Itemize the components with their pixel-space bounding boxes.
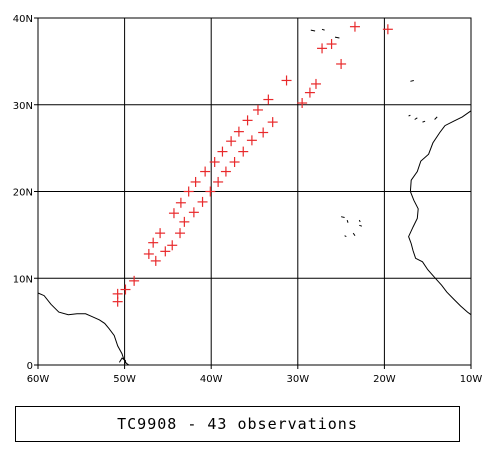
x-tick-label: 20W: [373, 374, 396, 385]
map-plot: 60W 50W 40W 30W 20W 10W 0 10N 20N 30N 40N: [13, 14, 483, 385]
caption-text: TC9908 - 43 observations: [117, 415, 358, 433]
observation-marker: [233, 126, 244, 137]
observation-marker: [229, 157, 240, 168]
observation-marker: [179, 216, 190, 227]
observation-marker: [317, 43, 328, 54]
island-azores: [321, 28, 325, 31]
y-tick-label: 0: [27, 361, 33, 372]
observation-marker: [129, 275, 140, 286]
island-cape-verde: [359, 224, 363, 227]
observation-marker: [188, 207, 199, 218]
observation-marker: [150, 255, 161, 266]
observation-marker: [252, 104, 263, 115]
observation-marker: [205, 186, 216, 197]
island-canaries: [408, 114, 411, 117]
island-azores: [310, 29, 316, 32]
observation-marker: [167, 240, 178, 251]
observation-marker: [382, 24, 393, 35]
observation-marker: [168, 208, 179, 219]
observation-marker: [148, 237, 159, 248]
observation-marker: [143, 248, 154, 259]
observation-marker: [200, 166, 211, 177]
observation-marker: [238, 146, 249, 157]
coastline-africa: [408, 110, 472, 316]
observation-marker: [246, 135, 257, 146]
y-tick-label: 10N: [13, 274, 33, 285]
y-tick-label: 40N: [13, 14, 33, 25]
coastline-layer: [37, 28, 472, 366]
observation-marker: [220, 166, 231, 177]
x-tick-label: 30W: [286, 374, 309, 385]
observation-marker: [120, 284, 131, 295]
observation-marker: [155, 228, 166, 239]
x-tick-label: 40W: [200, 374, 223, 385]
coastline-south-america: [37, 292, 130, 366]
island-azores: [334, 36, 340, 39]
y-tick-label: 30N: [13, 101, 33, 112]
observation-marker: [175, 228, 186, 239]
observation-marker: [197, 196, 208, 207]
observation-marker: [297, 98, 308, 109]
island-cape-verde: [340, 216, 345, 218]
island-cape-verde: [352, 232, 356, 236]
y-tick-labels: 0 10N 20N 30N 40N: [13, 14, 38, 372]
observation-marker: [326, 39, 337, 50]
observation-marker: [349, 21, 360, 32]
observation-marker: [175, 197, 186, 208]
x-tick-labels: 60W 50W 40W 30W 20W 10W: [27, 365, 483, 385]
island-canaries: [434, 116, 438, 120]
observation-marker: [209, 157, 220, 168]
observation-marker: [310, 78, 321, 89]
island-cape-verde: [358, 219, 361, 223]
observation-marker: [112, 288, 123, 299]
observation-marker: [258, 127, 269, 138]
y-tick-label: 20N: [13, 188, 33, 199]
island-cape-verde: [346, 219, 349, 223]
observation-marker: [304, 87, 315, 98]
grid-layer: [38, 18, 471, 365]
island-madeira: [410, 80, 414, 82]
observation-marker: [160, 246, 171, 257]
observation-marker: [267, 117, 278, 128]
x-tick-label: 50W: [113, 374, 136, 385]
observation-marker: [281, 75, 292, 86]
observation-marker: [242, 115, 253, 126]
x-tick-label: 10W: [460, 374, 483, 385]
observation-marker: [263, 94, 274, 105]
observation-marker: [183, 186, 194, 197]
x-tick-label: 60W: [27, 374, 50, 385]
observation-marker: [226, 136, 237, 147]
observation-marker: [217, 146, 228, 157]
island-canaries: [422, 120, 426, 123]
island-canaries: [414, 117, 418, 120]
observation-marker: [190, 176, 201, 187]
observation-marker: [213, 176, 224, 187]
observation-marker: [336, 58, 347, 69]
island-cape-verde: [344, 235, 347, 238]
caption-box: TC9908 - 43 observations: [15, 406, 460, 442]
observation-markers: [112, 21, 393, 307]
